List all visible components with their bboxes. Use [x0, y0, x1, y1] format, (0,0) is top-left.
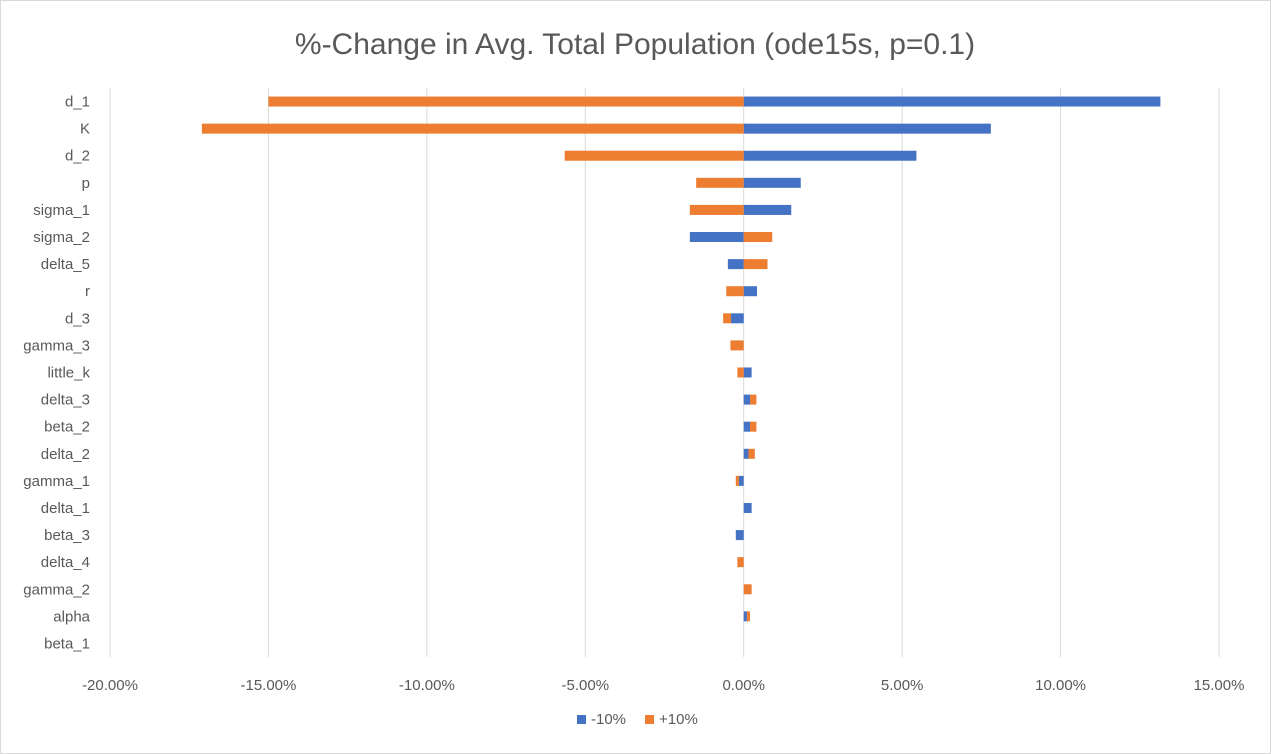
x-tick-label: -10.00%	[399, 677, 455, 694]
bar-plus10-beta-2	[750, 421, 757, 432]
bar-plus10-d-3	[723, 313, 732, 324]
bar-plus10-alpha	[746, 611, 751, 622]
category-label: gamma_2	[23, 581, 90, 598]
category-label: delta_5	[41, 256, 90, 273]
category-label: sigma_2	[33, 229, 90, 246]
bar-plus10-gamma-3	[730, 340, 744, 351]
bar-plus10-delta-5	[743, 259, 768, 270]
category-label: d_1	[65, 94, 90, 111]
bar-minus10-r	[743, 286, 758, 297]
x-tick-labels: -20.00% -15.00% -10.00% -5.00% 0.00% 5.00% 10.…	[82, 677, 1244, 694]
category-label: little_k	[47, 365, 90, 382]
category-label: delta_1	[41, 500, 90, 517]
bar-plus10-sigma-2	[743, 232, 773, 243]
category-label: alpha	[53, 608, 90, 625]
bar-minus10-delta-5	[727, 259, 744, 270]
category-label: sigma_1	[33, 202, 90, 219]
legend: -10% +10%	[577, 711, 698, 728]
bars	[201, 96, 1161, 622]
x-tick-label: 5.00%	[881, 677, 924, 694]
category-label: beta_3	[44, 527, 90, 544]
bar-minus10-k	[743, 123, 991, 134]
legend-label: -10%	[591, 711, 626, 728]
bar-minus10-little-k	[743, 367, 752, 378]
x-tick-label: -5.00%	[562, 677, 610, 694]
x-tick-label: 10.00%	[1035, 677, 1086, 694]
category-label: delta_2	[41, 446, 90, 463]
category-label: delta_4	[41, 554, 90, 571]
category-label: d_3	[65, 310, 90, 327]
bar-plus10-d-1	[268, 96, 744, 107]
bar-minus10-sigma-1	[743, 204, 792, 215]
bar-minus10-d-3	[731, 313, 744, 324]
x-tick-label: 0.00%	[722, 677, 765, 694]
category-label: beta_2	[44, 419, 90, 436]
bar-plus10-little-k	[737, 367, 744, 378]
bar-minus10-delta-1	[743, 502, 752, 513]
category-label: p	[82, 175, 90, 192]
bar-plus10-sigma-1	[689, 204, 744, 215]
bar-plus10-gamma-2	[743, 584, 752, 595]
grid-lines	[109, 88, 1220, 657]
bar-minus10-delta-2	[743, 448, 749, 459]
bar-plus10-delta-3	[750, 394, 757, 405]
bar-plus10-p	[696, 177, 744, 188]
category-label: d_2	[65, 148, 90, 165]
bar-minus10-beta-3	[735, 530, 744, 541]
bar-plus10-d-2	[564, 150, 744, 161]
bar-plus10-gamma-1	[735, 475, 739, 486]
bar-minus10-sigma-2	[689, 232, 744, 243]
bar-plus10-delta-2	[748, 448, 755, 459]
bar-minus10-gamma-1	[738, 475, 744, 486]
x-tick-label: -20.00%	[82, 677, 138, 694]
bar-plus10-r	[726, 286, 744, 297]
category-label: gamma_1	[23, 473, 90, 490]
bar-minus10-p	[743, 177, 801, 188]
bar-minus10-delta-3	[743, 394, 751, 405]
category-label: r	[85, 283, 90, 300]
bar-minus10-beta-2	[743, 421, 751, 432]
bar-plus10-k	[201, 123, 744, 134]
category-labels: d_1 Kd_2p sigma_1 sigma_2 delta_5r d_3 gamma_3…	[23, 94, 90, 653]
bar-minus10-d-1	[743, 96, 1161, 107]
chart-title: %-Change in Avg. Total Population (ode15…	[295, 28, 975, 61]
category-label: K	[80, 121, 90, 138]
legend-swatch	[577, 715, 586, 724]
bar-minus10-alpha	[743, 611, 747, 622]
category-label: gamma_3	[23, 337, 90, 354]
category-label: delta_3	[41, 392, 90, 409]
bar-minus10-d-2	[743, 150, 917, 161]
x-tick-label: 15.00%	[1194, 677, 1245, 694]
legend-label: +10%	[659, 711, 698, 728]
legend-swatch	[645, 715, 654, 724]
bar-plus10-delta-4	[737, 557, 744, 568]
category-label: beta_1	[44, 635, 90, 652]
x-tick-label: -15.00%	[240, 677, 296, 694]
